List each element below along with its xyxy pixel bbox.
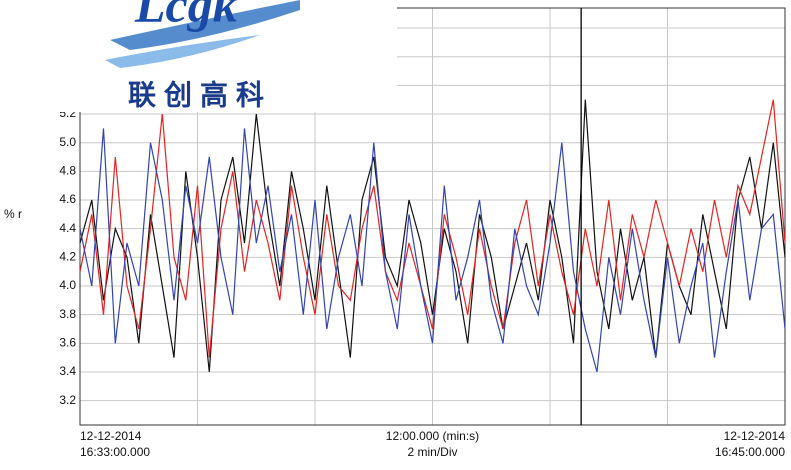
- logo-text: Lcgk: [134, 0, 238, 32]
- logo: Lcgk 联创高科: [0, 0, 397, 112]
- y-tick-label: 4.6: [59, 192, 76, 206]
- y-axis-label: % r: [4, 207, 22, 221]
- x-axis-label: 16:45:00.000: [715, 445, 785, 459]
- x-axis-label: 2 min/Div: [407, 445, 457, 459]
- y-tick-label: 4.0: [59, 278, 76, 292]
- y-tick-label: 5.0: [59, 135, 76, 149]
- plot-frame: [79, 7, 786, 426]
- logo-swoosh: [105, 35, 260, 68]
- y-tick-label: 3.4: [59, 364, 76, 378]
- y-tick-label: 4.8: [59, 164, 76, 178]
- x-axis-label: 16:33:00.000: [80, 445, 150, 459]
- series-line: [79, 99, 786, 358]
- logo-subtitle: 联创高科: [128, 79, 272, 112]
- y-tick-label: 3.6: [59, 335, 76, 349]
- logo-background: [0, 0, 397, 112]
- x-axis-label: 12-12-2014: [724, 429, 786, 443]
- series-line: [79, 128, 786, 373]
- logo-swoosh: [110, 0, 300, 50]
- x-axis-label: 12-12-2014: [80, 429, 142, 443]
- y-tick-label: 4.2: [59, 250, 76, 264]
- y-tick-label: 3.2: [59, 393, 76, 407]
- y-tick-label: 4.4: [59, 221, 76, 235]
- y-tick-label: 3.8: [59, 307, 76, 321]
- x-axis-label: 12:00.000 (min:s): [386, 429, 479, 443]
